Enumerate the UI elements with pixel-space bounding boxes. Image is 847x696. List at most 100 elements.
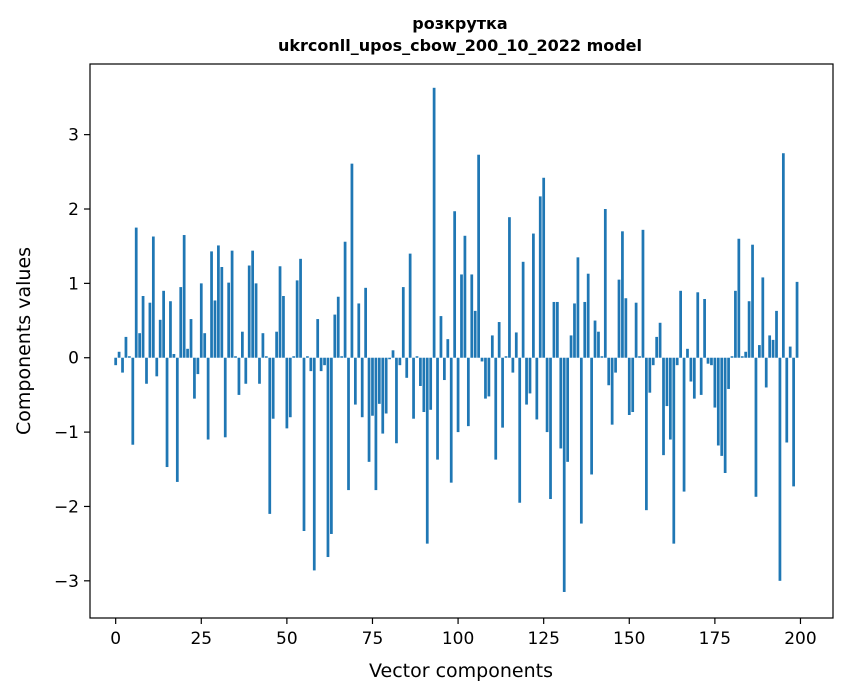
bar	[487, 357, 491, 397]
y-axis-label: Components values	[13, 247, 35, 435]
bar	[408, 253, 412, 358]
bar	[727, 357, 730, 389]
y-tick-label: 0	[68, 349, 79, 369]
bar	[559, 357, 563, 449]
bar	[347, 357, 350, 491]
bar	[258, 357, 261, 384]
chart-subtitle: ukrconll_upos_cbow_200_10_2022 model	[278, 36, 642, 55]
bar	[251, 250, 255, 358]
bar	[268, 357, 272, 514]
y-tick-label: −2	[54, 497, 79, 517]
bar	[610, 357, 614, 425]
bar	[788, 346, 792, 358]
bar	[299, 258, 302, 358]
bar	[754, 357, 758, 497]
bar	[607, 357, 611, 386]
bar	[282, 296, 285, 358]
bar	[706, 357, 710, 364]
bar	[206, 357, 210, 440]
x-tick-label: 100	[442, 629, 474, 649]
bar	[792, 357, 795, 487]
bar	[532, 233, 535, 358]
bar	[275, 331, 278, 358]
bar	[737, 238, 741, 358]
bar	[121, 357, 124, 373]
bar	[388, 357, 391, 360]
bar	[624, 298, 628, 358]
bar	[764, 357, 768, 388]
bar	[734, 290, 737, 358]
bar	[443, 357, 446, 381]
bar	[497, 322, 501, 358]
bar	[422, 357, 426, 413]
bar	[241, 331, 244, 358]
bar	[247, 265, 251, 358]
x-tick-label: 125	[527, 629, 559, 649]
bar	[617, 279, 621, 358]
bar	[545, 357, 549, 433]
bar	[662, 357, 665, 456]
bar	[600, 356, 604, 358]
bar	[292, 356, 296, 358]
bar	[638, 356, 641, 358]
bar	[689, 357, 693, 382]
bar	[377, 357, 381, 404]
bar	[490, 335, 494, 358]
bar	[330, 357, 333, 534]
bar	[569, 335, 573, 358]
bar	[675, 357, 679, 366]
bar	[795, 281, 799, 358]
bar	[162, 290, 165, 358]
bar	[302, 357, 306, 531]
bar	[511, 357, 515, 373]
bar	[720, 357, 724, 456]
bar	[586, 273, 590, 358]
bar	[566, 357, 570, 462]
bar	[514, 332, 518, 358]
bar	[682, 357, 686, 492]
bar	[374, 357, 378, 491]
bar	[398, 357, 402, 366]
x-tick-label: 150	[613, 629, 645, 649]
bar	[655, 336, 659, 358]
bar	[446, 339, 450, 358]
bar	[703, 298, 706, 358]
bar	[477, 154, 480, 358]
bar	[425, 357, 429, 544]
bar	[415, 356, 419, 358]
bar	[504, 356, 508, 358]
bar	[145, 357, 148, 384]
bar	[295, 280, 299, 358]
bar	[781, 153, 785, 358]
bar	[542, 177, 546, 358]
x-tick-label: 25	[190, 629, 212, 649]
bar	[436, 357, 439, 460]
x-tick-label: 200	[784, 629, 816, 649]
bar	[549, 357, 552, 500]
bar	[117, 351, 121, 358]
bar	[579, 357, 583, 524]
bar	[336, 296, 340, 358]
bar	[576, 257, 580, 358]
y-tick-label: −1	[54, 423, 79, 443]
bar	[525, 357, 528, 405]
bar	[213, 300, 217, 358]
bar	[134, 227, 138, 358]
bar	[278, 266, 282, 358]
bar	[614, 357, 617, 373]
bar	[230, 250, 234, 358]
bar	[679, 290, 682, 358]
bar	[357, 303, 361, 358]
bar	[484, 357, 487, 399]
bar	[710, 357, 713, 366]
bar	[528, 357, 532, 394]
bar	[364, 287, 367, 358]
bar	[350, 163, 354, 358]
bar	[244, 357, 248, 384]
bar	[333, 314, 337, 358]
bar	[699, 357, 703, 395]
bar	[470, 274, 474, 358]
bar	[641, 229, 645, 358]
bar	[141, 296, 145, 358]
bar	[535, 357, 539, 420]
